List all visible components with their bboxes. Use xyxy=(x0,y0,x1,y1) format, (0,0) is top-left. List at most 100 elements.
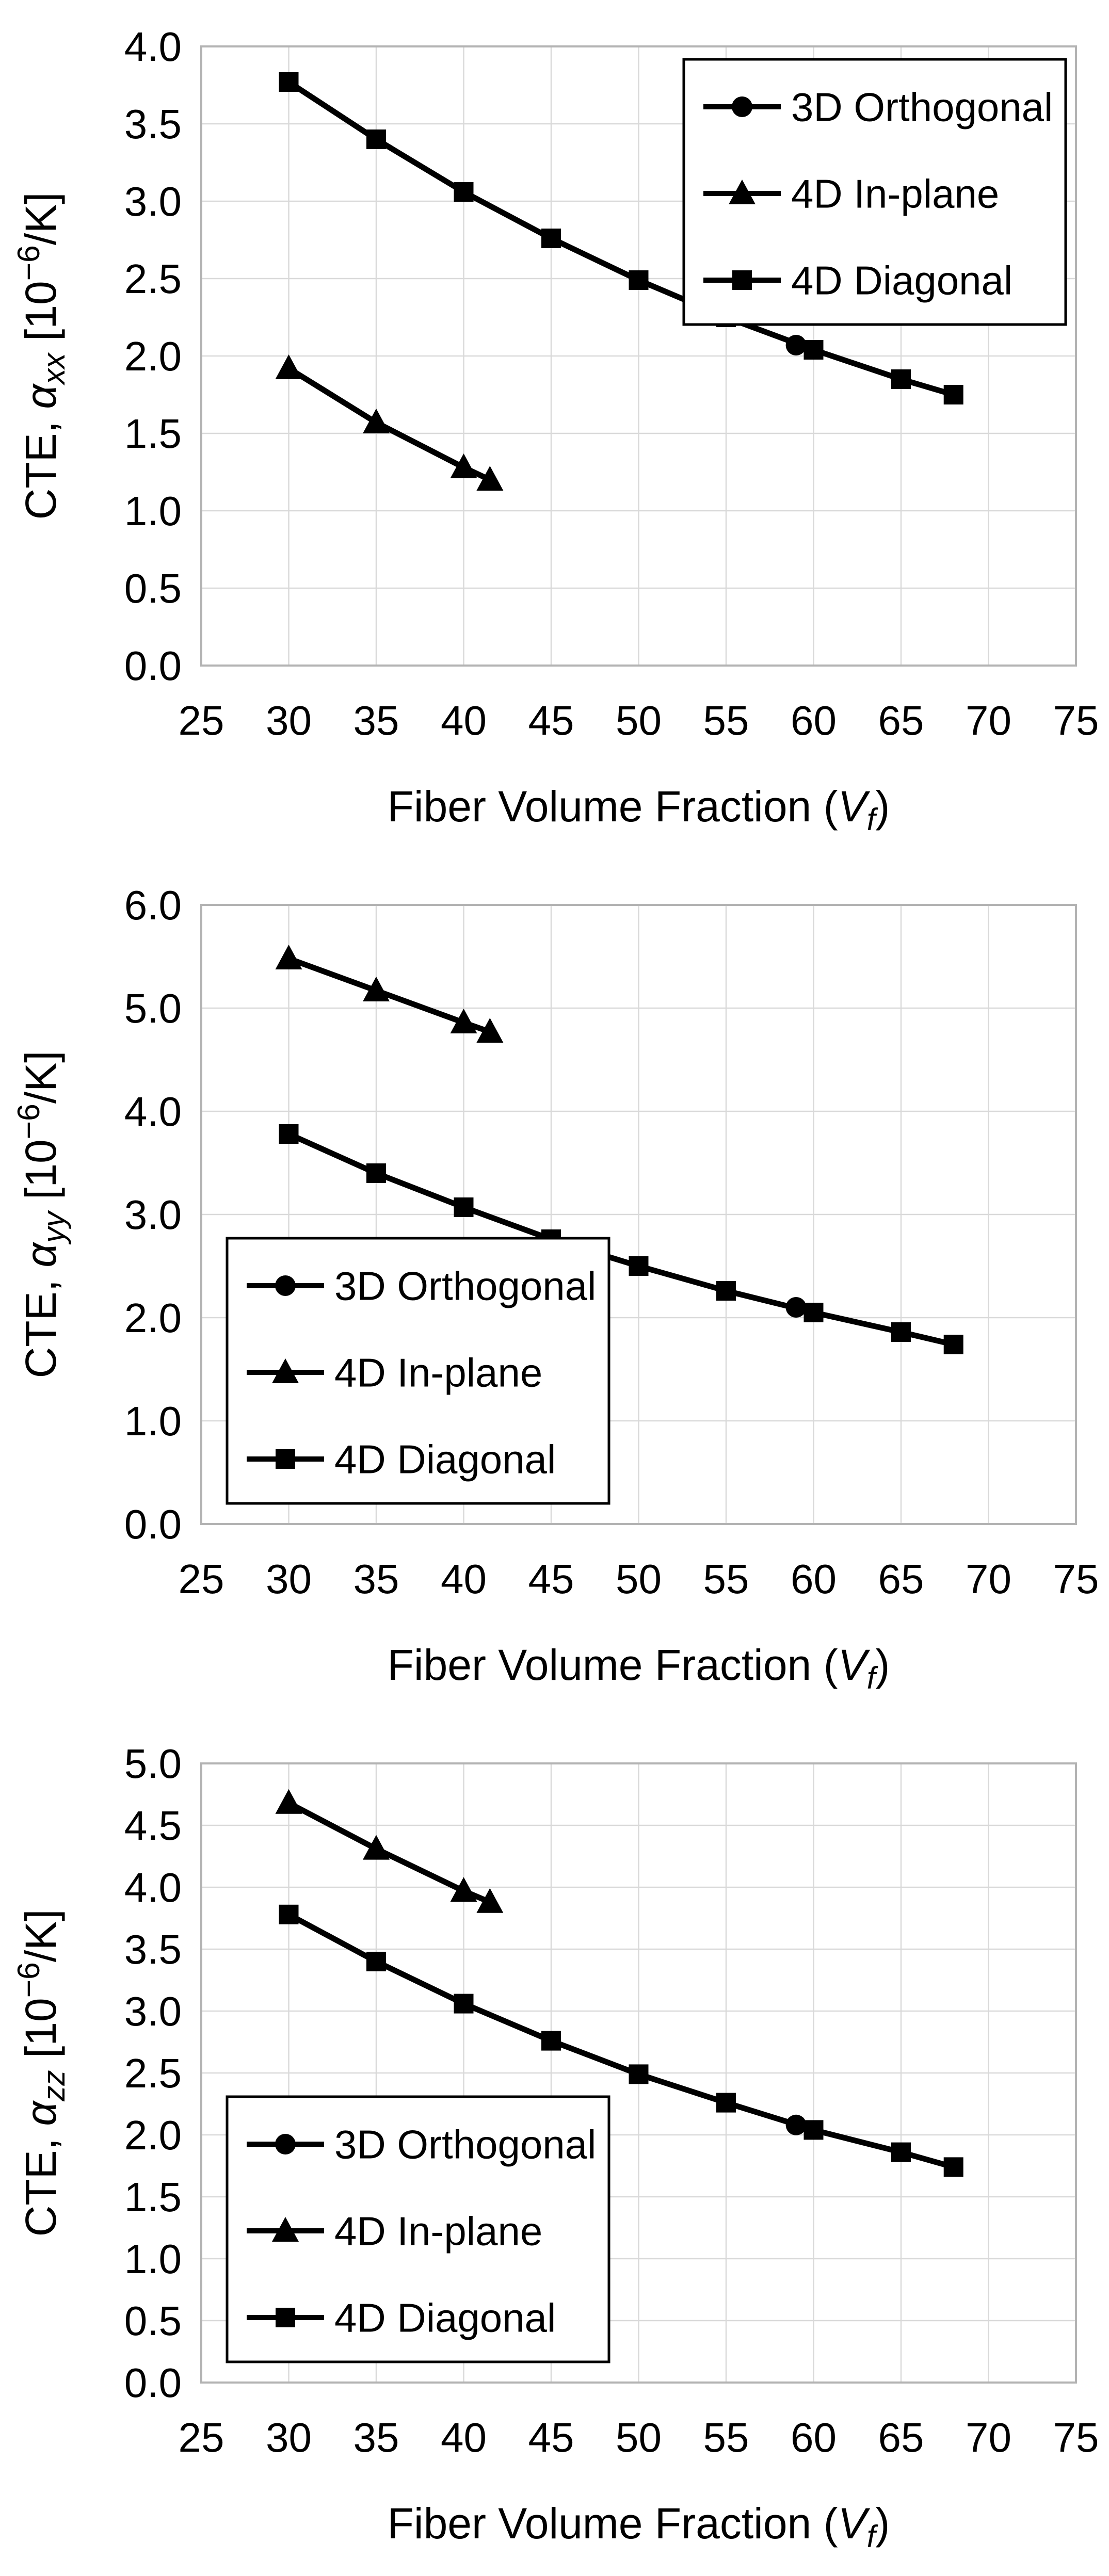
data-point-marker xyxy=(891,369,911,389)
plot-border xyxy=(200,45,1077,667)
x-tick-label: 50 xyxy=(616,2415,662,2460)
x-tick-label: 45 xyxy=(528,2415,574,2460)
x-tick-label: 60 xyxy=(791,1556,837,1602)
legend-label: 3D Orthogonal xyxy=(334,1263,596,1308)
x-tick-label: 40 xyxy=(441,2415,487,2460)
data-point-marker xyxy=(450,453,477,478)
x-tick-label: 65 xyxy=(878,698,924,743)
chart-cte-alpha-yy: 0.0 1.0 2.0 3.0 4.0 5.0 6.0 25 30 35 40 45 50 55 60 65 7… xyxy=(0,858,1109,1717)
legend-marker-triangle xyxy=(729,180,756,204)
chart-block-alpha-xx: 0.0 0.5 1.0 1.5 2.0 2.5 3.0 3.5 4.0 25 30 35 40 45 50 5… xyxy=(0,0,1109,858)
y-tick-label: 2.0 xyxy=(124,1295,182,1341)
x-tick-label: 65 xyxy=(878,1556,924,1602)
y-tick-label: 0.5 xyxy=(124,565,182,611)
data-point-marker xyxy=(785,2114,807,2135)
x-tick-label: 35 xyxy=(353,2415,399,2460)
x-tick-label: 70 xyxy=(966,698,1011,743)
x-tick-label: 35 xyxy=(353,698,399,743)
data-point-marker xyxy=(541,229,561,248)
data-point-marker xyxy=(476,1888,504,1913)
y-tick-label: 1.5 xyxy=(124,411,182,457)
chart-cte-alpha-xx: 0.0 0.5 1.0 1.5 2.0 2.5 3.0 3.5 4.0 25 30 35 40 45 50 5… xyxy=(0,0,1109,858)
x-tick-label: 25 xyxy=(179,698,224,743)
legend: 3D Orthogonal 4D In-plane 4D Diagonal xyxy=(226,1237,610,1505)
y-tick-label: 1.0 xyxy=(124,2236,182,2282)
series-4d-in-plane xyxy=(275,1789,504,1913)
data-point-marker xyxy=(454,1197,474,1217)
y-axis-title: CTE, αyy [10−6/K] xyxy=(11,1051,71,1379)
y-tick-label: 2.0 xyxy=(124,333,182,379)
data-point-marker xyxy=(279,1904,299,1924)
data-point-marker xyxy=(450,1009,477,1033)
data-point-marker xyxy=(803,1303,824,1322)
y-tick-label: 6.0 xyxy=(124,882,182,928)
data-point-marker xyxy=(279,1124,299,1144)
y-axis-ticks: 0.0 0.5 1.0 1.5 2.0 2.5 3.0 3.5 4.0 4.5 5.0 xyxy=(124,1741,182,2406)
x-tick-label: 30 xyxy=(266,698,312,743)
chart-cte-alpha-zz: 0.0 0.5 1.0 1.5 2.0 2.5 3.0 3.5 4.0 4.5 5.0 25 30 35 4… xyxy=(0,1717,1109,2576)
y-tick-label: 0.5 xyxy=(124,2298,182,2344)
y-tick-label: 0.0 xyxy=(124,2360,182,2406)
legend-marker-square xyxy=(732,270,752,290)
x-axis-ticks: 25 30 35 40 45 50 55 60 65 70 75 xyxy=(179,698,1099,743)
x-tick-label: 75 xyxy=(1053,1556,1099,1602)
legend: 3D Orthogonal 4D In-plane 4D Diagonal xyxy=(226,2095,610,2363)
legend-item-3d-orthogonal: 3D Orthogonal xyxy=(703,84,1053,129)
x-tick-label: 55 xyxy=(703,2415,749,2460)
x-tick-label: 25 xyxy=(179,1556,224,1602)
legend-marker-triangle xyxy=(272,1358,299,1383)
data-point-marker xyxy=(476,466,504,491)
x-tick-label: 55 xyxy=(703,698,749,743)
legend-label: 4D In-plane xyxy=(334,1350,542,1395)
x-tick-label: 75 xyxy=(1053,698,1099,743)
data-point-marker xyxy=(716,2093,736,2113)
x-tick-label: 70 xyxy=(966,2415,1011,2460)
series-line xyxy=(287,1800,491,1905)
legend-marker-circle xyxy=(732,96,752,117)
data-point-marker xyxy=(476,1018,504,1043)
x-tick-label: 50 xyxy=(616,1556,662,1602)
y-tick-label: 0.0 xyxy=(124,1501,182,1547)
y-axis-ticks: 0.0 0.5 1.0 1.5 2.0 2.5 3.0 3.5 4.0 xyxy=(124,24,182,689)
x-axis-title: Fiber Volume Fraction (Vf) xyxy=(388,2499,890,2554)
data-point-marker xyxy=(363,409,390,433)
y-tick-label: 1.0 xyxy=(124,1398,182,1444)
y-tick-label: 1.0 xyxy=(124,488,182,534)
y-tick-label: 4.0 xyxy=(124,1089,182,1135)
y-tick-label: 3.5 xyxy=(124,1926,182,1972)
x-tick-label: 25 xyxy=(179,2415,224,2460)
y-tick-label: 3.0 xyxy=(124,1988,182,2034)
y-axis-ticks: 0.0 1.0 2.0 3.0 4.0 5.0 6.0 xyxy=(124,882,182,1547)
legend-label: 4D Diagonal xyxy=(334,1436,556,1482)
y-axis-title: CTE, αzz [10−6/K] xyxy=(11,1909,71,2237)
series-4d-diagonal xyxy=(279,1904,963,2177)
y-axis-title: CTE, αxx [10−6/K] xyxy=(11,192,71,520)
data-point-marker xyxy=(629,1256,649,1276)
legend-item-3d-orthogonal: 3D Orthogonal xyxy=(247,2121,596,2167)
legend-label: 4D Diagonal xyxy=(791,257,1012,303)
data-point-marker xyxy=(629,2064,649,2084)
series-3d-orthogonal xyxy=(785,2114,807,2135)
y-tick-label: 2.5 xyxy=(124,2050,182,2096)
x-tick-label: 30 xyxy=(266,1556,312,1602)
x-tick-label: 40 xyxy=(441,1556,487,1602)
data-point-marker xyxy=(366,1952,386,1971)
x-axis-title: Fiber Volume Fraction (Vf) xyxy=(388,782,890,837)
y-tick-label: 5.0 xyxy=(124,985,182,1031)
legend-label: 4D Diagonal xyxy=(334,2295,556,2340)
legend-label: 4D In-plane xyxy=(334,2208,542,2254)
data-point-marker xyxy=(785,1297,807,1318)
y-tick-label: 2.5 xyxy=(124,256,182,302)
chart-block-alpha-yy: 0.0 1.0 2.0 3.0 4.0 5.0 6.0 25 30 35 40 45 50 55 60 65 7… xyxy=(0,858,1109,1717)
data-point-marker xyxy=(279,72,299,92)
x-tick-label: 50 xyxy=(616,698,662,743)
x-tick-label: 30 xyxy=(266,2415,312,2460)
y-tick-label: 3.0 xyxy=(124,1192,182,1238)
data-point-marker xyxy=(275,1789,302,1814)
legend-item-4d-diagonal: 4D Diagonal xyxy=(247,1436,556,1482)
legend-marker-square xyxy=(276,2308,295,2327)
data-point-marker xyxy=(541,2031,561,2051)
legend-label: 3D Orthogonal xyxy=(791,84,1053,129)
legend-label: 3D Orthogonal xyxy=(334,2121,596,2167)
